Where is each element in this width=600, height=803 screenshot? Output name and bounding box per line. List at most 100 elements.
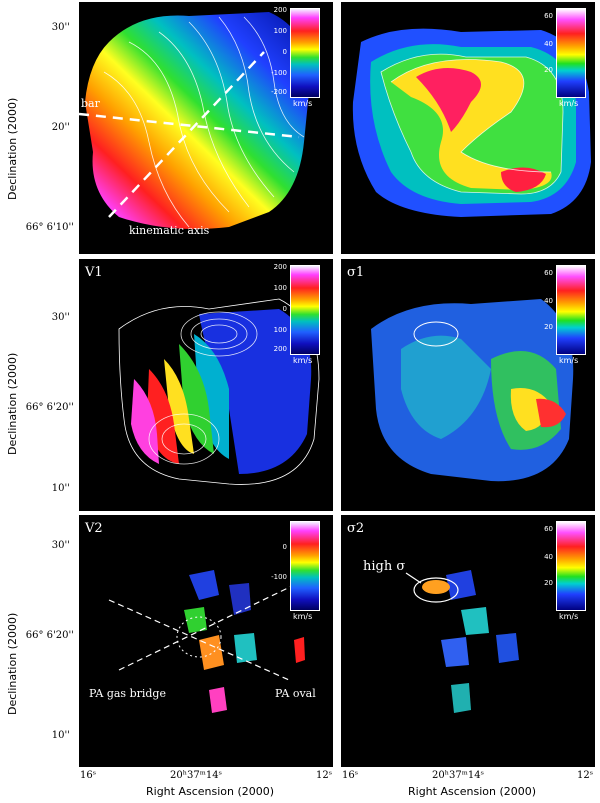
ytick-10-row1: 66° 6'10'': [25, 222, 74, 233]
v1-yellow: [164, 359, 194, 454]
ytick-10-row3: 10'': [51, 730, 70, 741]
v2-blob-5: [234, 633, 257, 663]
sigma2-blob-4: [496, 633, 519, 663]
pa-oval-label: PA oval: [275, 687, 316, 700]
high-sigma-ring: [413, 577, 459, 603]
dispersion-peak-south: [501, 167, 546, 192]
v1-cyan: [194, 334, 229, 459]
v2-blob-3: [184, 607, 207, 633]
cbar-tick-0: 0: [282, 48, 287, 56]
cbar-unit: km/s: [293, 612, 313, 621]
xtick-center-right: 20ʰ37ᵐ14ˢ: [432, 770, 485, 781]
colorbar-sigma2: [556, 521, 586, 611]
cbar-tick-60: 60: [544, 525, 553, 533]
sigma2-map: [405, 570, 519, 713]
panel-v1: V1 200 100 0 100 200 km/s: [79, 259, 333, 511]
kinematic-axis-label: kinematic axis: [129, 224, 210, 237]
sigma1-map: [371, 299, 574, 482]
panel-title-v2: V2: [85, 521, 103, 536]
cbar-unit: km/s: [559, 612, 579, 621]
cbar-tick-200: 200: [273, 263, 287, 271]
cbar-tick-100: 100: [273, 284, 287, 292]
sigma2-blob-5: [451, 683, 471, 713]
high-sigma-arrow: [405, 572, 422, 584]
sigma2-blob-2: [461, 607, 489, 635]
cbar-tick-0: 0: [282, 305, 287, 313]
bar-axis-line: [79, 112, 300, 139]
ytick-30-row3: 30'': [51, 540, 70, 551]
cbar-tick-100: 100: [273, 27, 287, 35]
ytick-10-row2: 10'': [51, 483, 70, 494]
cbar-tick-20: 20: [544, 66, 553, 74]
kinematic-axis-line: [108, 51, 265, 218]
panel-title-sigma2: σ2: [347, 521, 365, 536]
cbar-tick-20: 20: [544, 579, 553, 587]
v1-blue: [199, 309, 312, 474]
xtick-12s-right: 12ˢ: [577, 770, 594, 781]
ytick-30-row1: 30'': [51, 22, 70, 33]
cbar-tick-40: 40: [544, 297, 553, 305]
panel-title-v1: V1: [85, 265, 103, 280]
cbar-tick-200: 200: [273, 6, 287, 14]
ytick-30-row2: 30'': [51, 312, 70, 323]
dispersion-map: [352, 28, 591, 217]
v2-blob-2: [229, 583, 251, 615]
cbar-tick-40: 40: [544, 40, 553, 48]
ytick-20-row1: 20'': [51, 122, 70, 133]
panel-dispersion-field: 60 40 20 km/s: [341, 2, 595, 254]
x-axis-label-left: Right Ascension (2000): [146, 785, 275, 798]
panel-velocity-field: bar kinematic axis 200 100 0 -100 -200 k…: [79, 2, 333, 254]
sigma2-blob-3: [441, 637, 469, 667]
cbar-tick-0: 0: [282, 543, 287, 551]
sigma2-blob-1: [446, 570, 476, 600]
v2-center-ring: [176, 616, 222, 658]
panel-sigma1: σ1 60 40 20 km/s: [341, 259, 595, 511]
v2-blob-6: [209, 687, 227, 713]
v2-blob-7: [294, 637, 305, 663]
v1-outline: [118, 298, 320, 485]
colorbar-dispersion: [556, 8, 586, 98]
colorbar-sigma1: [556, 265, 586, 355]
pa-gas-bridge-line: [108, 599, 290, 681]
cbar-tick-m100: -100: [271, 573, 287, 581]
v1-map: [118, 298, 320, 485]
v2-blob-4: [199, 635, 224, 670]
y-axis-label-row1: Declination (2000): [6, 97, 19, 200]
colorbar-velocity: [290, 8, 320, 98]
cbar-tick-40: 40: [544, 553, 553, 561]
velocity-contours: [103, 16, 305, 228]
v2-blob-1: [189, 570, 219, 600]
high-sigma-label: high σ: [363, 559, 406, 574]
panel-v2: V2 PA gas bridge PA oval 0 -100 km/s: [79, 515, 333, 767]
sigma1-cyan: [401, 335, 491, 439]
cbar-tick-20: 20: [544, 323, 553, 331]
cbar-tick-100b: 100: [273, 326, 287, 334]
velocity-map: [79, 12, 310, 230]
xtick-16s-left: 16ˢ: [80, 770, 97, 781]
velocity-region: [85, 12, 310, 230]
colorbar-v2: [290, 521, 320, 611]
high-sigma-region: [422, 580, 450, 594]
y-axis-label-row3: Declination (2000): [6, 612, 19, 715]
cbar-tick-m200: -200: [271, 88, 287, 96]
cbar-tick-m100: -100: [271, 69, 287, 77]
panel-title-sigma1: σ1: [347, 265, 365, 280]
dispersion-peak-north: [416, 68, 481, 132]
cbar-unit: km/s: [293, 99, 313, 108]
v1-magenta: [131, 379, 159, 464]
sigma1-oval: [413, 321, 459, 347]
x-axis-label-right: Right Ascension (2000): [408, 785, 537, 798]
dispersion-contours: [380, 53, 564, 195]
xtick-16s-right: 16ˢ: [342, 770, 359, 781]
v1-green: [179, 344, 214, 454]
v2-map: [108, 570, 305, 713]
pa-oval-line: [118, 584, 295, 671]
cbar-tick-200b: 200: [273, 345, 287, 353]
cbar-tick-60: 60: [544, 12, 553, 20]
panel-sigma2: σ2 high σ 60 40 20 km/s: [341, 515, 595, 767]
cbar-unit: km/s: [559, 99, 579, 108]
xtick-12s-left: 12ˢ: [316, 770, 333, 781]
xtick-center-left: 20ʰ37ᵐ14ˢ: [170, 770, 223, 781]
sigma1-red: [536, 398, 566, 428]
pa-gas-bridge-label: PA gas bridge: [89, 687, 166, 700]
